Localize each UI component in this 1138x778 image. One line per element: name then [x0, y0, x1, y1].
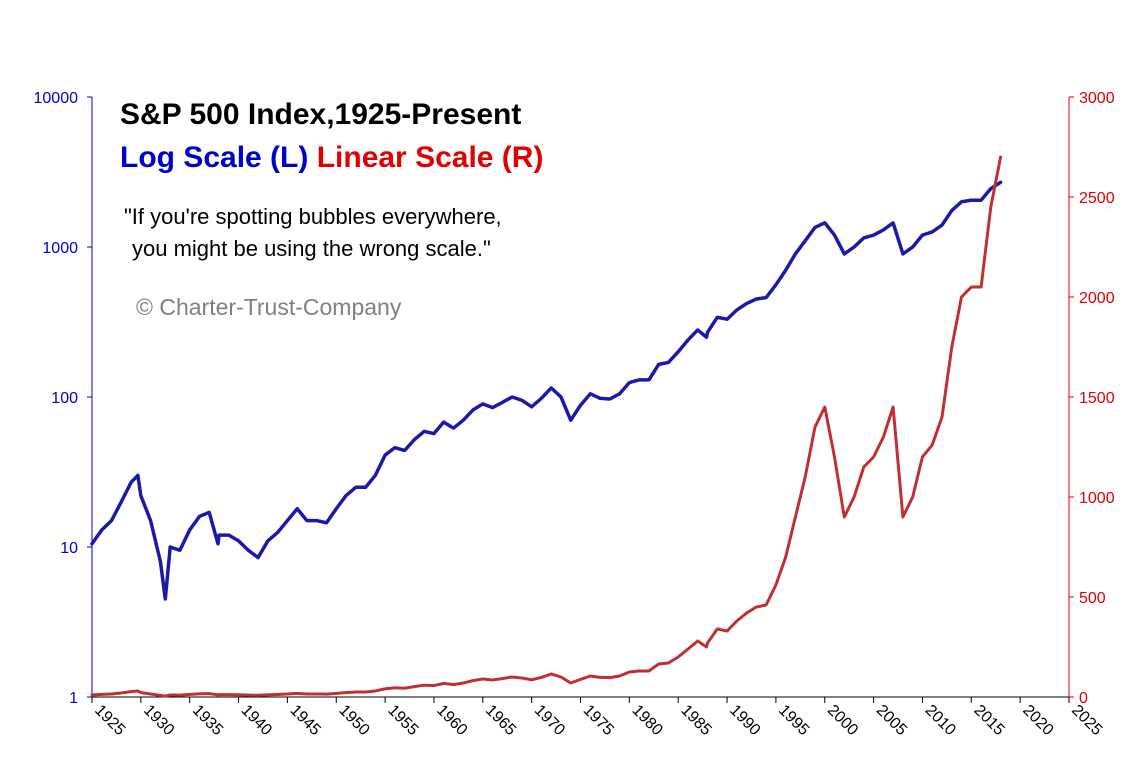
copyright-credit: © Charter-Trust-Company: [136, 294, 402, 320]
x-tick-label: 1950: [335, 702, 372, 739]
y-right-tick-label: 3000: [1079, 90, 1115, 107]
y-left-tick-label: 10: [60, 540, 78, 557]
chart-title: S&P 500 Index,1925-Present: [120, 98, 522, 131]
y-left-tick-label: 1: [69, 690, 78, 707]
x-tick-label: 1970: [531, 702, 568, 739]
x-tick-label: 1935: [189, 702, 226, 739]
x-tick-label: 1995: [775, 702, 812, 739]
x-tick-label: 2025: [1068, 702, 1105, 739]
x-tick-label: 1930: [140, 702, 177, 739]
marks-group: [90, 155, 1003, 698]
subtitle-log-scale: Log Scale (L): [120, 141, 309, 174]
quote-line-2: you might be using the wrong scale.": [132, 236, 491, 261]
y-right-tick-label: 500: [1079, 590, 1106, 607]
series-line-log: [90, 180, 1003, 601]
x-tick-label: 2015: [970, 702, 1007, 739]
y-right-tick-label: 2500: [1079, 190, 1115, 207]
series-line-linear: [90, 155, 1003, 698]
y-left-tick-label: 100: [51, 390, 78, 407]
subtitle-linear-scale: Linear Scale (R): [316, 141, 544, 174]
y-right-tick-label: 1500: [1079, 390, 1115, 407]
y-left-tick-label: 10000: [34, 90, 79, 107]
x-tick-label: 2020: [1019, 702, 1056, 739]
quote-line-1: "If you're spotting bubbles everywhere,: [124, 204, 502, 229]
x-tick-label: 1940: [238, 702, 275, 739]
y-right-tick-label: 0: [1079, 690, 1088, 707]
y-left-tick-label: 1000: [42, 240, 78, 257]
x-tick-label: 1975: [580, 702, 617, 739]
x-tick-label: 1955: [384, 702, 421, 739]
x-tick-label: 2005: [873, 702, 910, 739]
y-right-tick-label: 2000: [1079, 290, 1115, 307]
x-tick-label: 1965: [482, 702, 519, 739]
x-tick-label: 1960: [433, 702, 470, 739]
x-tick-label: 2000: [824, 702, 861, 739]
x-tick-label: 1980: [629, 702, 666, 739]
x-tick-label: 1985: [677, 702, 714, 739]
x-tick-label: 1925: [91, 702, 128, 739]
x-tick-label: 2010: [922, 702, 959, 739]
x-tick-label: 1990: [726, 702, 763, 739]
x-tick-label: 1945: [287, 702, 324, 739]
y-right-tick-label: 1000: [1079, 490, 1115, 507]
chart-subtitle: Log Scale (L) Linear Scale (R): [120, 143, 543, 173]
